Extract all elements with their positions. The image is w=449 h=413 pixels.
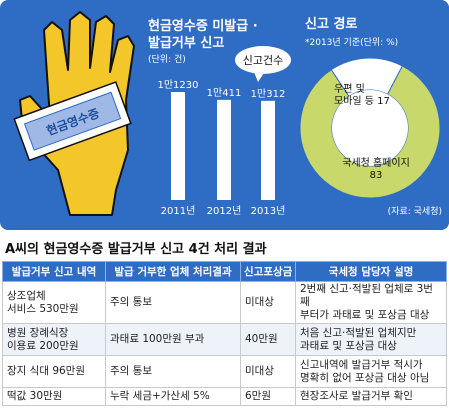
bubble-text: 신고건수 xyxy=(243,54,283,67)
header-report: 발급거부 신고 내역 xyxy=(2,261,106,282)
pie-subtitle: *2013년 기준(단위: %) xyxy=(305,37,398,48)
donut-hole xyxy=(332,90,408,166)
source-note: (자료: 국세청) xyxy=(388,206,442,217)
bar-category-label: 2013년 xyxy=(251,205,286,217)
pie-title: 신고 경로 xyxy=(305,16,357,32)
receipt-strip: 현금영수증 xyxy=(13,81,132,162)
header-reward: 신고포상금 xyxy=(240,261,296,282)
bar-chart: 1만1230 2011년 1만411 2012년 1만312 2013년 xyxy=(157,79,285,217)
cell-explanation: 2번째 신고·적발된 업체로 3번째 부터가 과태료 및 포상금 대상 xyxy=(295,281,447,324)
table-header-row: 발급거부 신고 내역 발급 거부한 업체 처리결과 신고포상금 국세청 담당자 … xyxy=(2,261,447,282)
cell-explanation: 처음 신고·적발된 업체지만 과태료 및 포상금 대상 xyxy=(295,323,447,356)
cell-result: 누락 세금+가산세 5% xyxy=(105,387,241,406)
table-row: 떡값 30만원 누락 세금+가산세 5% 6만원 현장조사로 발급거부 확인 xyxy=(2,387,447,406)
table-row: 병원 장례식장 이용료 200만원 과태료 100만원 부과 40만원 처음 신… xyxy=(2,323,447,356)
count-bubble: 신고건수 xyxy=(235,46,291,82)
bar-unit: (단위: 건) xyxy=(148,54,186,65)
bar-value-label: 1만411 xyxy=(207,87,242,99)
header-explanation: 국세청 담당자 설명 xyxy=(295,261,447,282)
bar-title-line1: 현금영수증 미발급 · xyxy=(148,18,258,34)
bar-category-label: 2012년 xyxy=(207,205,242,217)
cell-reward: 40만원 xyxy=(240,323,296,356)
results-table: 발급거부 신고 내역 발급 거부한 업체 처리결과 신고포상금 국세청 담당자 … xyxy=(2,261,447,406)
cell-report: 장지 식대 96만원 xyxy=(2,355,106,388)
bar-2012년 xyxy=(217,99,231,200)
bar-value-label: 1만1230 xyxy=(157,79,198,91)
bar-category-label: 2011년 xyxy=(161,205,196,217)
bar-value-label: 1만312 xyxy=(251,88,286,100)
cell-result: 과태료 100만원 부과 xyxy=(105,323,241,356)
cell-reward: 6만원 xyxy=(240,387,296,406)
cell-report: 병원 장례식장 이용료 200만원 xyxy=(2,323,106,356)
cell-result: 주의 통보 xyxy=(105,281,241,324)
cell-reward: 미대상 xyxy=(240,355,296,388)
infographic-panel: 현금영수증 현금영수증 미발급 · 발급거부 신고 (단위: 건) 신고건수 1… xyxy=(0,0,449,230)
cell-explanation: 신고내역에 발급거부 적시가 명확히 없어 포상금 대상 아님 xyxy=(295,355,447,388)
cell-report: 상조업체 서비스 530만원 xyxy=(2,281,106,324)
header-result: 발급 거부한 업체 처리결과 xyxy=(105,261,241,282)
table-row: 장지 식대 96만원 주의 통보 미대상 신고내역에 발급거부 적시가 명확히 … xyxy=(2,355,447,388)
bar-2013년 xyxy=(261,100,275,200)
cell-result: 주의 통보 xyxy=(105,355,241,388)
donut-label-mobile: 우편 및 모바일 등 17 xyxy=(334,83,390,107)
bar-2011년 xyxy=(171,92,185,200)
cell-explanation: 현장조사로 발급거부 확인 xyxy=(295,387,447,406)
donut-chart: 우편 및 모바일 등 17 국세청 홈페이지 83 xyxy=(299,57,441,199)
donut-label-web: 국세청 홈페이지 83 xyxy=(342,156,410,181)
section-title: A씨의 현금영수증 발급거부 신고 4건 처리 결과 xyxy=(5,242,267,257)
cell-report: 떡값 30만원 xyxy=(2,387,106,406)
bar-title-line2: 발급거부 신고 xyxy=(148,35,224,51)
table-row: 상조업체 서비스 530만원 주의 통보 미대상 2번째 신고·적발된 업체로 … xyxy=(2,281,447,324)
cell-reward: 미대상 xyxy=(240,281,296,324)
